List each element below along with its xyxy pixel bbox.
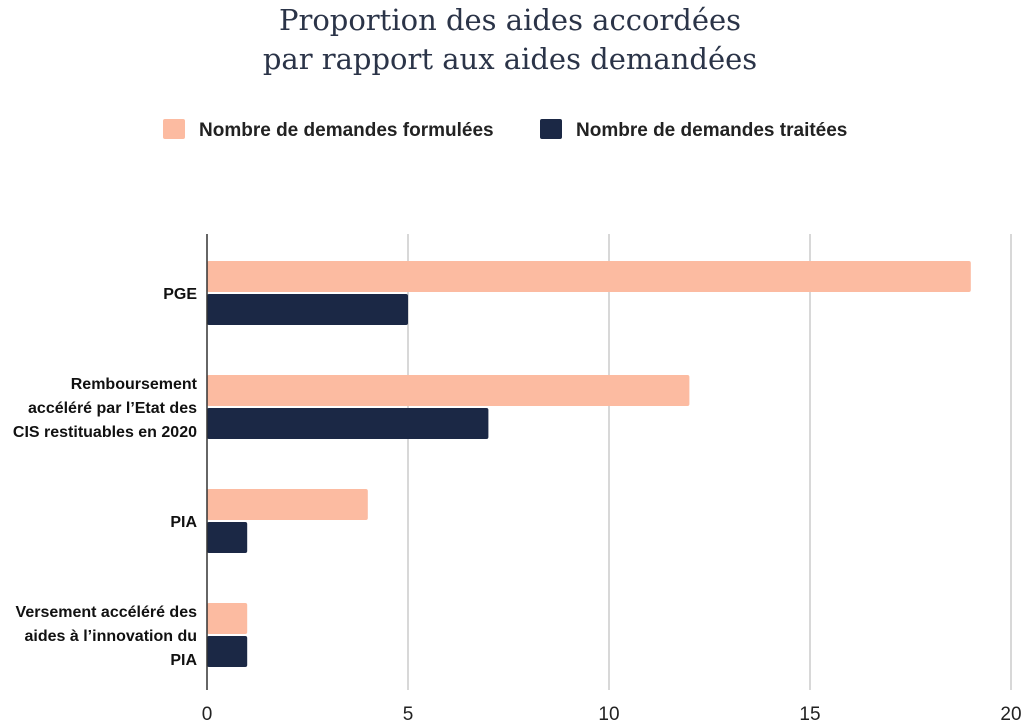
- chart-x-tick-labels: 0 5 10 15 20: [202, 704, 1022, 723]
- x-tick-label-10: 10: [598, 704, 619, 723]
- bar-traitees-3: [207, 636, 248, 667]
- bar-formulees-3: [207, 603, 248, 634]
- chart-category-labels: PGE Remboursement accéléré par l’Etat des C…: [13, 286, 198, 669]
- bar-traitees-2: [207, 522, 248, 553]
- x-tick-label-15: 15: [799, 704, 820, 723]
- chart-title: Proportion des aides accordées par rappo…: [263, 3, 757, 76]
- x-tick-label-0: 0: [202, 704, 213, 723]
- bar-formulees-2: [207, 489, 368, 520]
- x-tick-label-5: 5: [403, 704, 414, 723]
- legend-swatch-formulees: [163, 119, 185, 139]
- category-label-2-line-0: PIA: [170, 514, 197, 531]
- chart-legend: Nombre de demandes formulées Nombre de d…: [163, 119, 847, 141]
- chart-gridlines: [407, 234, 1012, 690]
- legend-swatch-traitees: [540, 119, 562, 139]
- chart-title-line-1: Proportion des aides accordées: [279, 3, 741, 37]
- chart-bars: [207, 261, 971, 667]
- category-label-0-line-0: PGE: [163, 286, 197, 303]
- bar-formulees-1: [207, 375, 690, 406]
- legend-label-formulees: Nombre de demandes formulées: [199, 120, 494, 141]
- category-label-1-line-2: CIS restituables en 2020: [13, 424, 197, 441]
- chart-title-line-2: par rapport aux aides demandées: [263, 42, 757, 76]
- bar-traitees-1: [207, 408, 489, 439]
- category-label-1-line-1: accéléré par l’Etat des: [28, 400, 197, 417]
- category-label-3-line-1: aides à l’innovation du: [25, 628, 197, 645]
- category-label-3-line-2: PIA: [170, 652, 197, 669]
- bar-traitees-0: [207, 294, 408, 325]
- x-tick-label-20: 20: [1000, 704, 1021, 723]
- category-label-3-line-0: Versement accéléré des: [16, 604, 198, 621]
- legend-label-traitees: Nombre de demandes traitées: [576, 120, 847, 141]
- category-label-1-line-0: Remboursement: [71, 376, 198, 393]
- bar-formulees-0: [207, 261, 971, 292]
